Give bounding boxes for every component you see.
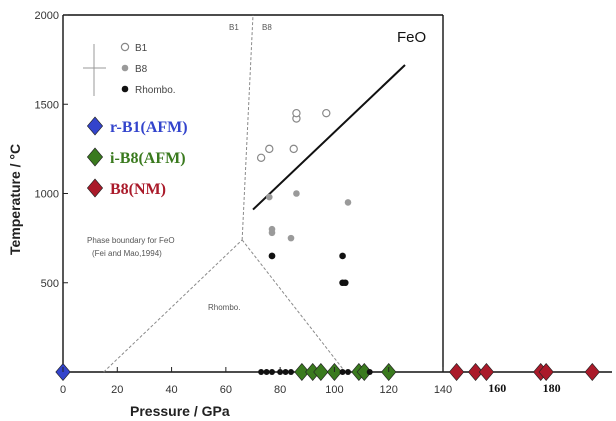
extra-x-tick-label: 180 [543,381,561,395]
b1-b8-boundary-line [241,14,254,240]
x-tick-label: 20 [111,384,123,396]
data-point-small-black-dot [282,369,289,375]
x-tick-label: 80 [274,384,286,396]
legend-diamond-i-b8-afm- [86,147,104,167]
legend-label-r-b1-afm-: r-B1(AFM) [110,119,188,136]
data-point-b1 [289,144,298,154]
data-point-b1 [256,153,266,162]
data-point-b8-nm [448,363,465,381]
y-tick-label: 500 [41,278,59,290]
data-point-rhombo [268,252,276,260]
data-point-rhombo [339,252,346,260]
data-point-b1 [265,144,274,154]
computed-legend: r-B1(AFM) i-B8(AFM) B8(NM) [86,116,188,198]
data-point-small-black-dot [258,369,265,375]
data-point-i-b8-afm [313,363,329,381]
data-point-b8-nm [478,363,495,381]
boundary-caption-line2: (Fei and Mao,1994) [92,249,162,258]
x-tick-label: 140 [434,384,452,396]
data-point-b8-nm [538,363,554,381]
x-tick-label: 40 [165,384,177,396]
y-tick-label: 1500 [35,99,59,111]
data-point-small-black-dot [366,369,373,375]
legend-marker-b8 [121,64,129,72]
y-tick-label: 2000 [35,10,59,22]
legend-marker-b1 [120,42,130,52]
data-point-b1 [292,108,301,118]
data-point-b8 [265,193,273,201]
y-axis-title: Temperature / °C [7,144,23,255]
legend-marker-rhombo [121,85,129,93]
phase-label-b8: B8 [262,23,272,32]
x-tick-label: 120 [380,384,398,396]
legend-diamond-r-b1-afm- [86,116,104,136]
phase-label-b1: B1 [229,23,239,32]
legend-diamond-b8-nm- [86,178,104,198]
legend-label-b8-nm-: B8(NM) [110,181,166,198]
data-point-small-black-dot [288,369,294,375]
legend-label-b1: B1 [135,43,148,54]
data-point-small-black-dot [269,369,275,375]
x-tick-label: 0 [60,384,66,396]
data-point-b8-nm [467,363,484,381]
data-points [55,108,600,381]
legend-label-rhombo: Rhombo. [135,85,176,96]
y-tick-label: 1000 [35,189,59,201]
data-point-b8 [293,190,300,197]
x-tick-label: 100 [325,384,343,396]
data-point-b8 [287,234,295,242]
extra-x-tick-label: 160 [488,381,506,395]
experimental-legend: B1 B8 Rhombo. [83,42,176,96]
data-point-small-black-dot [339,369,346,375]
x-axis-title: Pressure / GPa [130,403,230,419]
rhombo-left-boundary [103,239,243,373]
data-point-b1 [322,108,331,118]
boundary-caption-line1: Phase boundary for FeO [87,236,175,245]
axis-ticks: 0 20 40 60 80 100 120 140 500 1000 1500 2000 160 180 [35,10,561,396]
data-point-b8-nm [584,363,600,381]
data-point-small-black-dot [345,369,351,375]
rhombo-right-boundary [241,239,346,373]
chart-title: FeO [397,29,426,46]
x-tick-label: 60 [220,384,232,396]
data-point-small-black-dot [263,369,270,375]
phase-label-rhombo: Rhombo. [208,303,240,312]
data-point-b8 [268,229,276,237]
data-point-i-b8-afm [294,363,310,381]
data-point-rhombo [341,279,349,287]
phase-boundaries [103,14,406,373]
legend-label-b8: B8 [135,64,148,75]
data-point-b8 [344,199,352,206]
legend-label-i-b8-afm-: i-B8(AFM) [110,150,186,167]
b1-b8-fit-line [252,64,406,211]
